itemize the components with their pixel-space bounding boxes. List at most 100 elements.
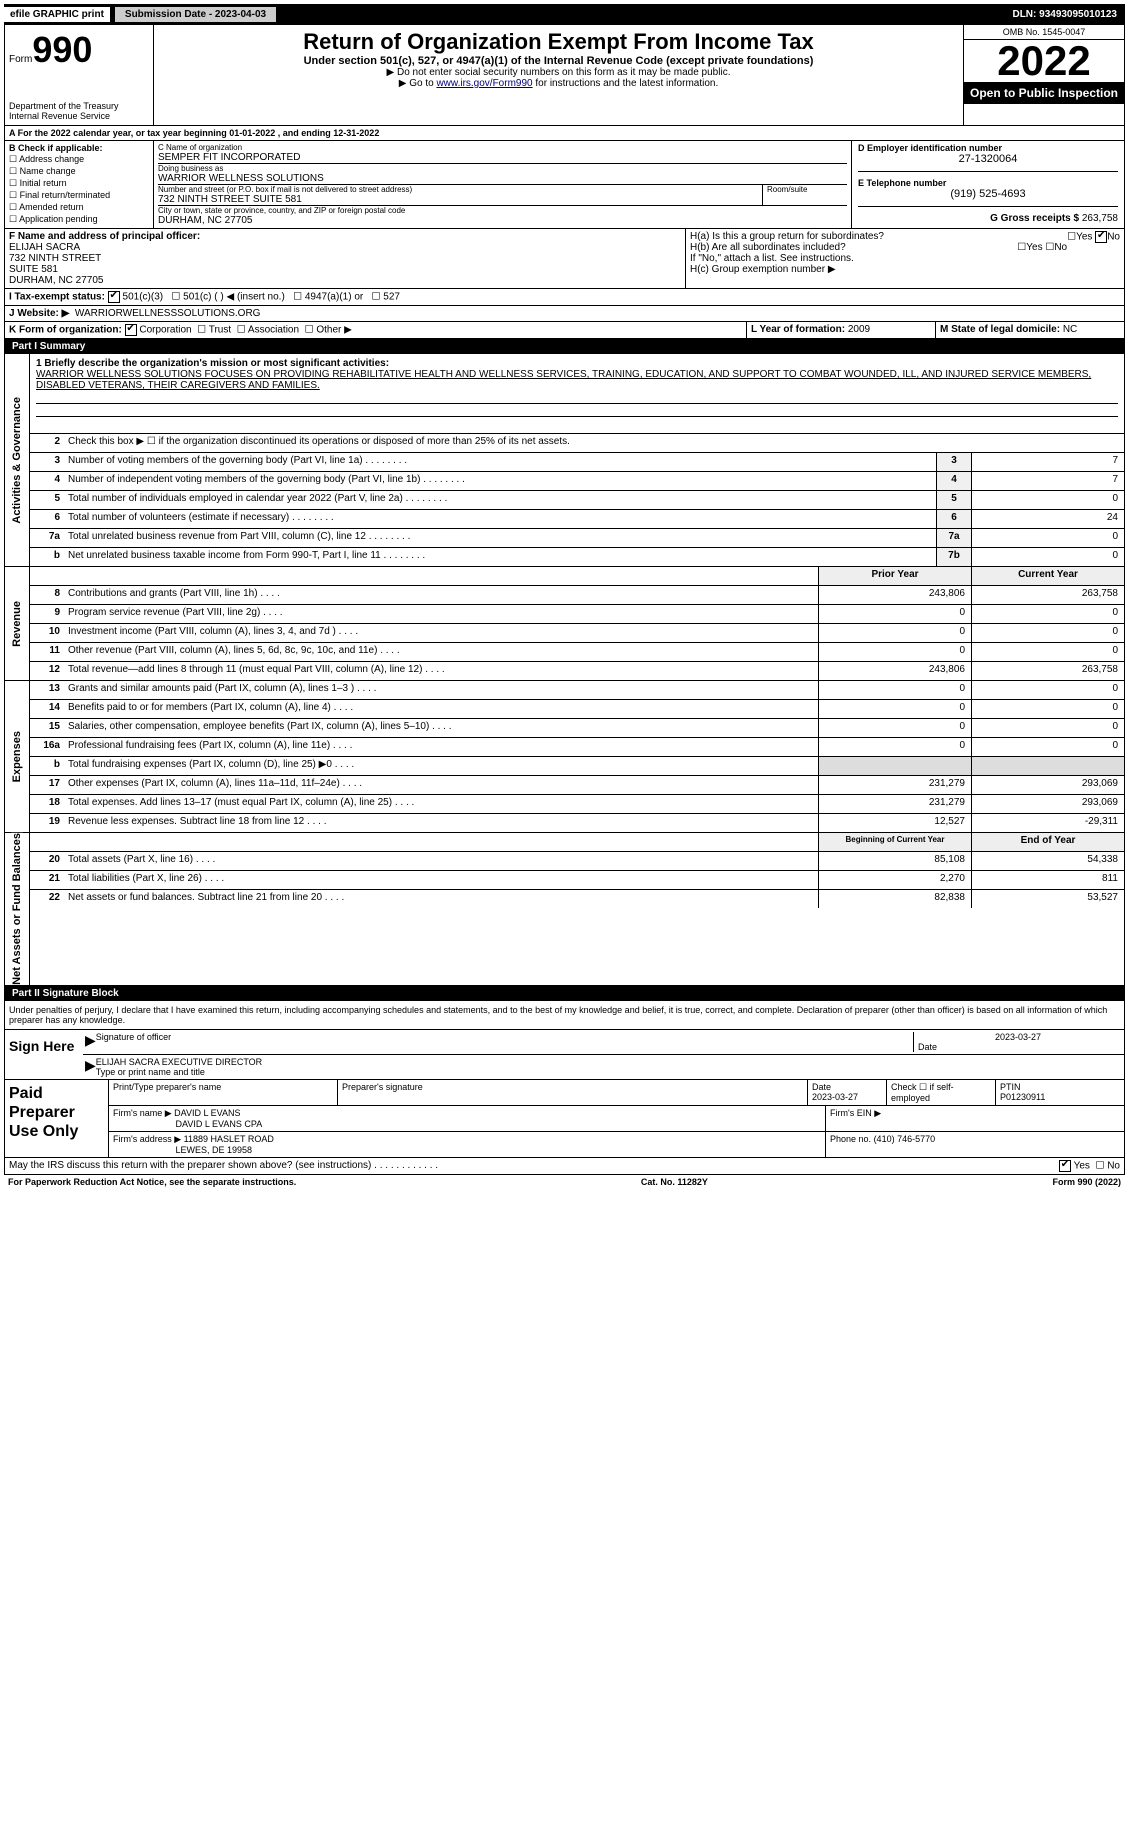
- part2-header: Part II Signature Block: [4, 986, 1125, 1001]
- col-b: B Check if applicable: ☐ Address change …: [5, 141, 154, 228]
- two-col-header: Prior Year Current Year: [30, 567, 1124, 586]
- chk-corp[interactable]: [125, 324, 137, 336]
- f-addr1: 732 NINTH STREET: [9, 253, 681, 264]
- discuss-yes[interactable]: [1059, 1160, 1071, 1172]
- part1-header: Part I Summary: [4, 339, 1125, 354]
- form-subtitle: Under section 501(c), 527, or 4947(a)(1)…: [158, 55, 959, 67]
- arrow-icon: ▶: [85, 1057, 96, 1077]
- submission-btn[interactable]: Submission Date - 2023-04-03: [114, 6, 277, 23]
- chk-address[interactable]: ☐ Address change: [9, 154, 149, 165]
- line: 20Total assets (Part X, line 16) . . . .…: [30, 852, 1124, 871]
- gov-line: 2Check this box ▶ ☐ if the organization …: [30, 434, 1124, 453]
- line: 11Other revenue (Part VIII, column (A), …: [30, 643, 1124, 662]
- topbar: efile GRAPHIC print Submission Date - 20…: [4, 4, 1125, 24]
- rev-label: Revenue: [11, 601, 23, 647]
- net-header: Beginning of Current Year End of Year: [30, 833, 1124, 852]
- sign-here: Sign Here: [5, 1030, 83, 1079]
- gov-line: 7aTotal unrelated business revenue from …: [30, 529, 1124, 548]
- tax-year: 2022: [964, 40, 1124, 82]
- gov-line: 4Number of independent voting members of…: [30, 472, 1124, 491]
- name-lbl: C Name of organization: [158, 143, 847, 152]
- line: bTotal fundraising expenses (Part IX, co…: [30, 757, 1124, 776]
- f-lbl: F Name and address of principal officer:: [9, 231, 681, 242]
- note2: ▶ Go to www.irs.gov/Form990 for instruct…: [158, 78, 959, 89]
- dln: DLN: 93493095010123: [1012, 9, 1125, 20]
- col-b-header: B Check if applicable:: [9, 143, 149, 153]
- footer-right: Form 990 (2022): [1052, 1177, 1121, 1187]
- line: 16aProfessional fundraising fees (Part I…: [30, 738, 1124, 757]
- addr-lbl: Number and street (or P.O. box if mail i…: [158, 185, 762, 194]
- f-city: DURHAM, NC 27705: [9, 275, 681, 286]
- net-label: Net Assets or Fund Balances: [11, 833, 23, 985]
- form-title: Return of Organization Exempt From Incom…: [158, 29, 959, 55]
- chk-amended[interactable]: ☐ Amended return: [9, 202, 149, 213]
- chk-name[interactable]: ☐ Name change: [9, 166, 149, 177]
- line: 22Net assets or fund balances. Subtract …: [30, 890, 1124, 908]
- ein: 27-1320064: [858, 153, 1118, 165]
- line: 14Benefits paid to or for members (Part …: [30, 700, 1124, 719]
- arrow-icon: ▶: [85, 1032, 96, 1052]
- dept: Department of the Treasury Internal Reve…: [9, 101, 149, 121]
- footer-left: For Paperwork Reduction Act Notice, see …: [8, 1177, 296, 1187]
- website: WARRIORWELLNESSSOLUTIONS.ORG: [75, 308, 261, 319]
- exp-label: Expenses: [11, 731, 23, 782]
- row-fh: F Name and address of principal officer:…: [4, 229, 1125, 289]
- chk-pending[interactable]: ☐ Application pending: [9, 214, 149, 225]
- form-number: 990: [32, 29, 92, 71]
- line: 15Salaries, other compensation, employee…: [30, 719, 1124, 738]
- paid-preparer: Paid Preparer Use Only Print/Type prepar…: [4, 1080, 1125, 1158]
- f-name: ELIJAH SACRA: [9, 242, 681, 253]
- section-governance: Activities & Governance 1 Briefly descri…: [4, 354, 1125, 567]
- section-revenue: Revenue Prior Year Current Year 8Contrib…: [4, 567, 1125, 681]
- gov-line: 6Total number of volunteers (estimate if…: [30, 510, 1124, 529]
- gov-label: Activities & Governance: [11, 397, 23, 524]
- row-a: A For the 2022 calendar year, or tax yea…: [4, 126, 1125, 141]
- row-i: I Tax-exempt status: 501(c)(3) ☐ 501(c) …: [4, 289, 1125, 306]
- note1: ▶ Do not enter social security numbers o…: [158, 67, 959, 78]
- line: 12Total revenue—add lines 8 through 11 (…: [30, 662, 1124, 680]
- chk-initial[interactable]: ☐ Initial return: [9, 178, 149, 189]
- penalties: Under penalties of perjury, I declare th…: [4, 1001, 1125, 1030]
- f-addr2: SUITE 581: [9, 264, 681, 275]
- ha-no[interactable]: [1095, 231, 1107, 243]
- city: DURHAM, NC 27705: [158, 215, 847, 226]
- gov-line: bNet unrelated business taxable income f…: [30, 548, 1124, 566]
- hc: H(c) Group exemption number ▶: [690, 264, 1120, 275]
- chk-final[interactable]: ☐ Final return/terminated: [9, 190, 149, 201]
- ein-lbl: D Employer identification number: [858, 143, 1118, 153]
- efile-badge: efile GRAPHIC print: [4, 7, 110, 22]
- city-lbl: City or town, state or province, country…: [158, 206, 847, 215]
- line: 8Contributions and grants (Part VIII, li…: [30, 586, 1124, 605]
- room-lbl: Room/suite: [767, 185, 847, 194]
- chk-501c3[interactable]: [108, 291, 120, 303]
- line: 13Grants and similar amounts paid (Part …: [30, 681, 1124, 700]
- dba-lbl: Doing business as: [158, 164, 847, 173]
- line: 19Revenue less expenses. Subtract line 1…: [30, 814, 1124, 832]
- gov-line: 3Number of voting members of the governi…: [30, 453, 1124, 472]
- ha: H(a) Is this a group return for subordin…: [690, 231, 1120, 242]
- row-j: J Website: ▶ WARRIORWELLNESSSOLUTIONS.OR…: [4, 306, 1125, 322]
- hb: H(b) Are all subordinates included? ☐Yes…: [690, 242, 1120, 253]
- line: 18Total expenses. Add lines 13–17 (must …: [30, 795, 1124, 814]
- footer: For Paperwork Reduction Act Notice, see …: [4, 1175, 1125, 1189]
- mission-text: WARRIOR WELLNESS SOLUTIONS FOCUSES ON PR…: [36, 369, 1118, 391]
- street: 732 NINTH STREET SUITE 581: [158, 194, 762, 205]
- paid-title: Paid Preparer Use Only: [5, 1080, 109, 1157]
- gross-lbl: G Gross receipts $: [990, 213, 1079, 224]
- phone-lbl: E Telephone number: [858, 178, 1118, 188]
- dba: WARRIOR WELLNESS SOLUTIONS: [158, 173, 847, 184]
- line: 21Total liabilities (Part X, line 26) . …: [30, 871, 1124, 890]
- footer-mid: Cat. No. 11282Y: [641, 1177, 708, 1187]
- open-public: Open to Public Inspection: [964, 82, 1124, 104]
- hb-note: If "No," attach a list. See instructions…: [690, 253, 1120, 264]
- irs-link[interactable]: www.irs.gov/Form990: [436, 78, 532, 89]
- phone: (919) 525-4693: [858, 188, 1118, 200]
- discuss-row: May the IRS discuss this return with the…: [4, 1158, 1125, 1175]
- line: 17Other expenses (Part IX, column (A), l…: [30, 776, 1124, 795]
- main-block: B Check if applicable: ☐ Address change …: [4, 141, 1125, 229]
- form-header: Form 990 Department of the Treasury Inte…: [4, 24, 1125, 126]
- line: 10Investment income (Part VIII, column (…: [30, 624, 1124, 643]
- line: 9Program service revenue (Part VIII, lin…: [30, 605, 1124, 624]
- officer-name: ELIJAH SACRA EXECUTIVE DIRECTOR: [96, 1057, 1122, 1067]
- row-klm: K Form of organization: Corporation ☐ Tr…: [4, 322, 1125, 339]
